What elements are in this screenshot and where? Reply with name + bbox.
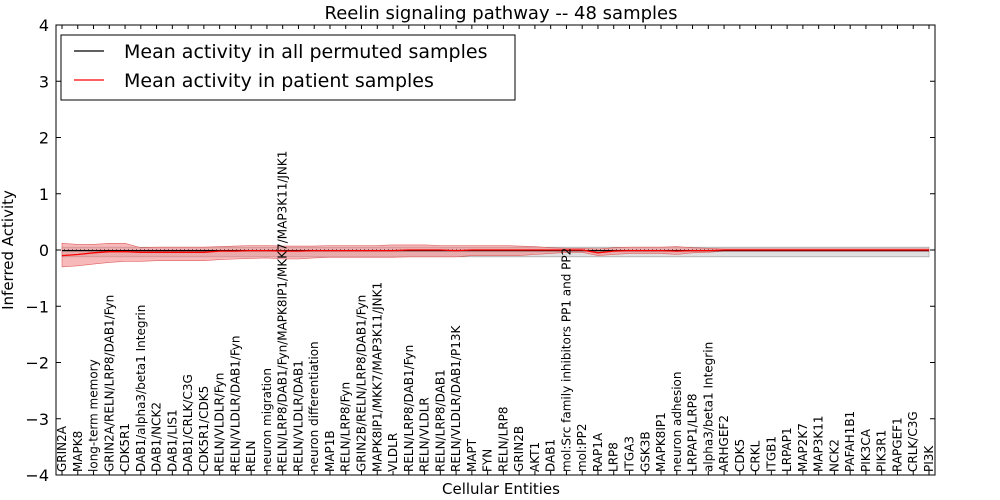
x-tick-label: MAP3K11	[812, 415, 826, 472]
plot-area: −4 −3 −2 −1 0 1 2 3 4 GRIN2A MAPK8 long-term memor…	[25, 16, 936, 485]
x-tick-label: neuron differentiation	[307, 341, 321, 472]
x-tick-label: RELN/VLDLR/DAB1	[292, 360, 306, 472]
x-tick-label: GRIN2B	[512, 426, 526, 472]
x-axis-label: Cellular Entities	[442, 480, 560, 498]
x-tick-label: MAPK8	[71, 431, 85, 472]
y-axis-label: Inferred Activity	[0, 190, 17, 310]
x-tick-label: LRPAP1/LRP8	[686, 393, 700, 472]
x-tick-label: CDK5R1/CDK5	[197, 386, 211, 472]
y-tick-label: 1	[39, 185, 49, 204]
x-tick-label: PIK3R1	[875, 430, 889, 472]
x-tick-label: CRLK/C3G	[906, 411, 920, 472]
x-tick-label: RELN/VLDLR/Fyn	[213, 373, 227, 472]
x-tick-label: GRIN2B/RELN/LRP8/DAB1/Fyn	[355, 295, 369, 472]
x-tick-label: ARHGEF2	[717, 415, 731, 472]
x-tick-label: ITGA3	[623, 436, 637, 472]
x-tick-label: MAPT	[465, 438, 479, 472]
x-tick-label: RELN/VLDLR	[418, 397, 432, 472]
x-tick-label: RELN/LRP8/DAB1/Fyn	[402, 345, 416, 472]
x-tick-label: DAB1	[544, 439, 558, 472]
x-tick-label: RELN	[244, 440, 258, 472]
x-tick-label: alpha3/beta1 Integrin	[701, 342, 715, 472]
y-tick-label: 2	[39, 129, 49, 148]
x-tick-label: NCK2	[827, 439, 841, 472]
y-tick-label: −1	[25, 297, 49, 316]
x-tick-label: DAB1/alpha3/beta1 Integrin	[134, 305, 148, 472]
x-tick-label: mol:Src family inhibitors PP1 and PP2	[559, 248, 573, 472]
x-tick-label: FYN	[481, 449, 495, 472]
x-tick-label: RAPGEF1	[891, 417, 905, 472]
y-tick-label: 0	[39, 241, 49, 260]
x-tick-label: neuron migration	[260, 368, 274, 472]
x-tick-label: CDK5	[733, 439, 747, 472]
x-tick-label: PIK3CA	[859, 428, 873, 472]
x-tick-label: RELN/LRP8	[496, 406, 510, 472]
x-tick-label: RELN/VLDLR/DAB1/P13K	[449, 325, 463, 472]
y-tick-label: 3	[39, 72, 49, 91]
x-tick-label: ITGB1	[764, 436, 778, 472]
x-tick-label: PAFAH1B1	[843, 411, 857, 472]
x-tick-label: PI3K	[922, 445, 936, 472]
x-tick-label: CRKL	[749, 440, 763, 472]
x-tick-label: DAB1/CRLK/C3G	[181, 374, 195, 472]
legend-label-patient: Mean activity in patient samples	[124, 70, 434, 92]
y-tick-label: 4	[39, 16, 49, 35]
x-tick-label: long-term memory	[87, 359, 101, 472]
x-tick-label: RELN/LRP8/DAB1	[433, 369, 447, 472]
x-tick-label: RAP1A	[591, 432, 605, 472]
y-tick-label: −4	[25, 466, 49, 485]
x-tick-label: MAPK8IP1/MKK7/MAP3K11/JNK1	[370, 282, 384, 472]
x-tick-label: neuron adhesion	[670, 371, 684, 472]
x-tick-label: MAP1B	[323, 430, 337, 472]
x-tick-label: RELN/LRP8/DAB1/Fyn/MAPK8IP1/MKK7/MAP3K11…	[276, 151, 290, 472]
chart-title: Reelin signaling pathway -- 48 samples	[325, 3, 678, 24]
x-tick-label: GRIN2A/RELN/LRP8/DAB1/Fyn	[102, 295, 116, 472]
x-tick-label: GRIN2A	[55, 425, 69, 472]
y-tick-label: −2	[25, 354, 49, 373]
legend: Mean activity in all permuted samples Me…	[60, 34, 516, 101]
patient-mean-line	[61, 249, 929, 257]
x-tick-label: GSK3B	[638, 431, 652, 472]
x-tick-label: mol:PP2	[575, 423, 589, 472]
x-tick-label: RELN/VLDLR/DAB1/Fyn	[228, 336, 242, 472]
x-tick-label: AKT1	[528, 442, 542, 472]
x-tick-label: CDK5R1	[118, 423, 132, 472]
x-tick-label: LRPAP1	[780, 427, 794, 472]
x-tick-label: MAPK8IP1	[654, 412, 668, 472]
y-tick-label: −3	[25, 410, 49, 429]
x-tick-label: DAB1/NCK2	[150, 402, 164, 472]
x-tick-label: VLDLR	[386, 433, 400, 472]
legend-frame	[60, 34, 516, 101]
x-tick-label: RELN/LRP8/Fyn	[339, 382, 353, 472]
legend-label-permuted: Mean activity in all permuted samples	[124, 41, 487, 63]
x-tick-label: LRP8	[607, 442, 621, 472]
x-tick-label: MAP2K7	[796, 423, 810, 472]
x-tick-label: DAB1/LIS1	[165, 409, 179, 472]
